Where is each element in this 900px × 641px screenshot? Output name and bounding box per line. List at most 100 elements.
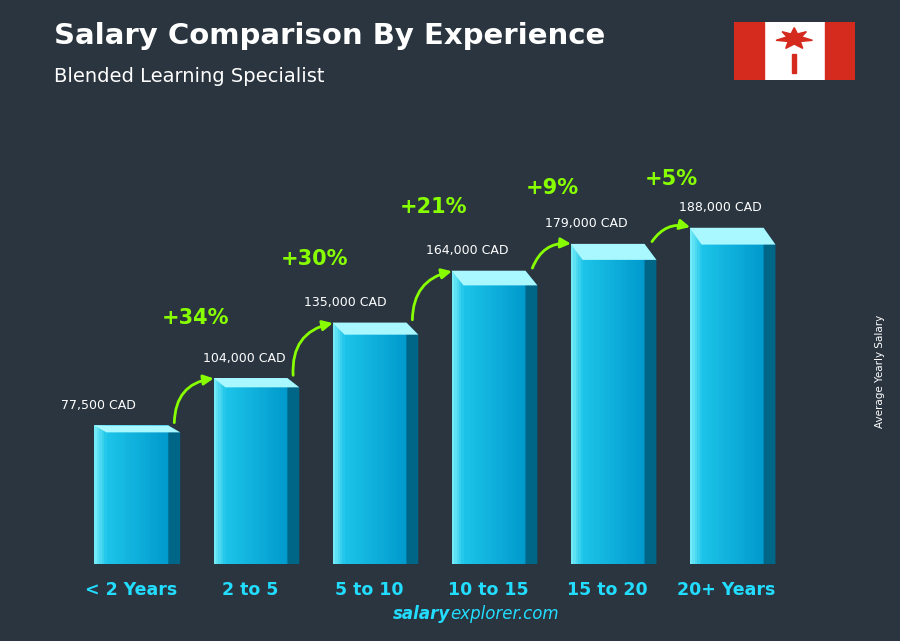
Bar bbox=[742, 228, 744, 564]
Text: Salary Comparison By Experience: Salary Comparison By Experience bbox=[54, 22, 605, 51]
Bar bbox=[122, 426, 124, 564]
Bar bbox=[114, 426, 117, 564]
Bar bbox=[698, 228, 700, 564]
Bar bbox=[362, 322, 365, 564]
Bar bbox=[634, 244, 638, 564]
Bar bbox=[233, 378, 237, 564]
Text: 164,000 CAD: 164,000 CAD bbox=[426, 244, 508, 257]
Bar bbox=[692, 228, 696, 564]
Bar bbox=[707, 228, 710, 564]
Bar bbox=[139, 426, 142, 564]
Bar bbox=[342, 322, 346, 564]
Bar bbox=[129, 426, 132, 564]
Bar bbox=[240, 378, 244, 564]
Bar bbox=[726, 228, 730, 564]
Bar bbox=[702, 228, 705, 564]
Bar bbox=[253, 378, 256, 564]
Bar bbox=[752, 228, 754, 564]
Bar bbox=[226, 378, 229, 564]
Bar bbox=[516, 271, 518, 564]
Bar bbox=[387, 322, 390, 564]
Text: 179,000 CAD: 179,000 CAD bbox=[544, 217, 627, 230]
Bar bbox=[141, 426, 144, 564]
Polygon shape bbox=[776, 28, 813, 49]
Text: 188,000 CAD: 188,000 CAD bbox=[680, 201, 762, 214]
Text: +9%: +9% bbox=[526, 178, 579, 197]
Bar bbox=[219, 378, 221, 564]
Bar bbox=[164, 426, 166, 564]
Text: 104,000 CAD: 104,000 CAD bbox=[203, 351, 286, 365]
Bar bbox=[729, 228, 733, 564]
Bar bbox=[486, 271, 489, 564]
Polygon shape bbox=[407, 322, 418, 564]
Bar bbox=[352, 322, 356, 564]
Bar bbox=[107, 426, 110, 564]
Text: salary: salary bbox=[392, 605, 450, 623]
Bar bbox=[483, 271, 487, 564]
Bar bbox=[588, 244, 591, 564]
Bar bbox=[472, 271, 474, 564]
Bar bbox=[744, 228, 747, 564]
Bar bbox=[501, 271, 504, 564]
Bar bbox=[792, 54, 796, 73]
Bar bbox=[275, 378, 278, 564]
Bar bbox=[466, 271, 470, 564]
Bar bbox=[238, 378, 241, 564]
Bar bbox=[333, 322, 336, 564]
Bar bbox=[689, 228, 693, 564]
Polygon shape bbox=[763, 228, 776, 564]
Polygon shape bbox=[213, 378, 300, 387]
Bar bbox=[285, 378, 288, 564]
Polygon shape bbox=[333, 322, 418, 335]
Bar bbox=[248, 378, 251, 564]
Bar bbox=[753, 228, 757, 564]
Bar bbox=[489, 271, 491, 564]
Bar bbox=[640, 244, 643, 564]
Bar bbox=[136, 426, 140, 564]
Bar bbox=[476, 271, 480, 564]
Bar bbox=[499, 271, 501, 564]
Bar bbox=[119, 426, 122, 564]
Bar bbox=[632, 244, 635, 564]
Bar bbox=[590, 244, 593, 564]
Polygon shape bbox=[526, 271, 537, 564]
Bar bbox=[513, 271, 517, 564]
Bar bbox=[462, 271, 464, 564]
Bar bbox=[104, 426, 107, 564]
Bar bbox=[593, 244, 596, 564]
Bar bbox=[722, 228, 725, 564]
Polygon shape bbox=[452, 271, 537, 285]
Bar bbox=[749, 228, 752, 564]
Bar bbox=[283, 378, 285, 564]
Bar bbox=[250, 378, 254, 564]
Bar bbox=[117, 426, 120, 564]
Bar bbox=[263, 378, 266, 564]
Bar bbox=[97, 426, 100, 564]
Text: Blended Learning Specialist: Blended Learning Specialist bbox=[54, 67, 325, 87]
Bar bbox=[600, 244, 603, 564]
Text: explorer.com: explorer.com bbox=[450, 605, 559, 623]
Polygon shape bbox=[644, 244, 656, 564]
Bar bbox=[260, 378, 264, 564]
Bar bbox=[243, 378, 246, 564]
Bar bbox=[273, 378, 275, 564]
Bar bbox=[464, 271, 467, 564]
Bar bbox=[699, 228, 703, 564]
Bar bbox=[610, 244, 613, 564]
Bar bbox=[493, 271, 497, 564]
Bar bbox=[739, 228, 742, 564]
Bar bbox=[642, 244, 645, 564]
Bar bbox=[335, 322, 338, 564]
Bar bbox=[506, 271, 508, 564]
Bar bbox=[392, 322, 395, 564]
Bar bbox=[377, 322, 380, 564]
Bar bbox=[374, 322, 377, 564]
Bar bbox=[598, 244, 601, 564]
Bar bbox=[236, 378, 238, 564]
Bar bbox=[379, 322, 382, 564]
Bar bbox=[94, 426, 97, 564]
Bar bbox=[571, 244, 574, 564]
Bar bbox=[246, 378, 248, 564]
Bar bbox=[623, 244, 626, 564]
Bar bbox=[736, 228, 740, 564]
